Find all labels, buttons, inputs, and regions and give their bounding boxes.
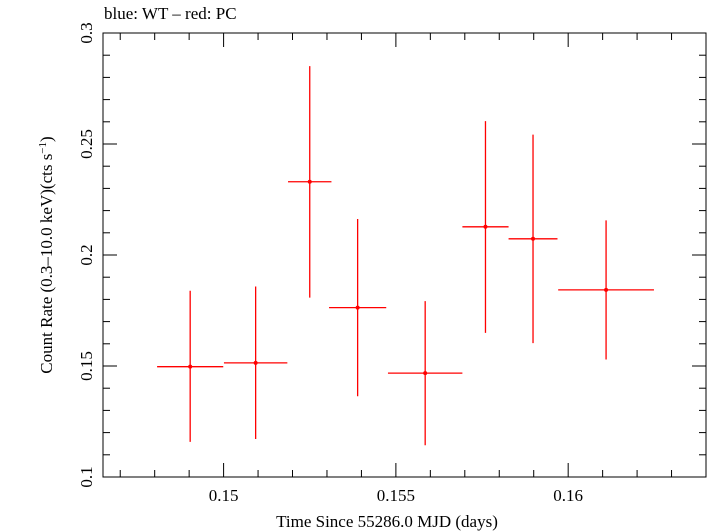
data-point (387, 301, 463, 446)
data-points (157, 66, 654, 446)
y-tick-label: 0.3 (77, 22, 96, 43)
y-axis-label-main: Count Rate (0.3–10.0 keV)(cts s (37, 154, 56, 374)
data-marker (604, 287, 609, 292)
y-axis-label: Count Rate (0.3–10.0 keV)(cts s−1) (37, 136, 56, 373)
y-tick-label: 0.15 (77, 351, 96, 381)
data-point (462, 121, 509, 333)
x-axis-label: Time Since 55286.0 MJD (days) (276, 512, 498, 531)
data-point (288, 66, 332, 298)
data-marker (355, 305, 360, 310)
data-marker (307, 179, 312, 184)
y-axis-label-tail: ) (37, 136, 56, 142)
data-point (223, 286, 288, 440)
y-tick-label: 0.25 (77, 129, 96, 159)
data-marker (188, 364, 193, 369)
chart-title: blue: WT – red: PC (104, 4, 237, 23)
data-point (558, 220, 654, 360)
y-axis-label-superscript: −1 (37, 142, 49, 154)
data-marker (483, 224, 488, 229)
x-tick-label: 0.15 (209, 486, 239, 505)
y-tick-label: 0.2 (77, 244, 96, 265)
axis-ticks: 0.15 0.155 0.16 0.1 0.15 0.2 0.25 0.3 (77, 22, 707, 505)
data-marker (423, 371, 428, 376)
x-tick-label: 0.155 (377, 486, 415, 505)
data-point (157, 290, 224, 442)
data-point (508, 134, 558, 344)
y-tick-label: 0.1 (77, 466, 96, 487)
plot-frame (102, 32, 707, 478)
data-point (329, 219, 387, 397)
data-marker (253, 360, 258, 365)
data-marker (531, 236, 536, 241)
x-tick-label: 0.16 (553, 486, 583, 505)
